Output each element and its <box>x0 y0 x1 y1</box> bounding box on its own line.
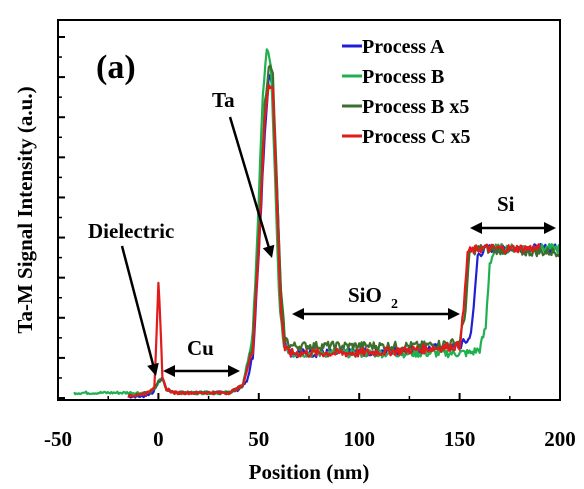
x-tick-label: 50 <box>248 427 269 451</box>
arrow-shaft <box>228 116 271 249</box>
annotation-subscript: 2 <box>391 297 398 312</box>
arrow-head <box>470 222 482 234</box>
annotation-si: Si <box>470 192 556 234</box>
series-layer <box>73 48 560 399</box>
arrow-head <box>544 222 556 234</box>
arrow-head <box>448 308 460 320</box>
annotation-text: SiO <box>348 283 382 307</box>
arrow-head <box>228 365 240 377</box>
x-tick-label: 150 <box>444 427 476 451</box>
x-axis-title: Position (nm) <box>249 460 370 484</box>
arrow-shaft <box>120 245 155 367</box>
legend-item-3: Process B x5 <box>342 96 469 118</box>
annotation-text: Cu <box>187 336 214 360</box>
annotation-dielectric: Dielectric <box>88 219 174 376</box>
x-axis: -50 0 50 100 150 200 <box>44 393 576 451</box>
arrow-head <box>147 362 159 376</box>
annotation-cu: Cu <box>163 336 240 377</box>
arrow-head <box>292 308 304 320</box>
annotation-sio2: SiO 2 <box>292 283 460 320</box>
series-line-4 <box>127 83 541 399</box>
panel-label: (a) <box>96 49 136 86</box>
annotation-ta: Ta <box>212 88 275 258</box>
legend: Process A Process B Process B x5 Process C … <box>342 36 471 148</box>
y-axis-title: Ta-M Signal Intensity (a.u.) <box>13 86 37 333</box>
y-axis <box>58 36 65 399</box>
legend-label: Process B <box>362 66 444 88</box>
annotation-text: Si <box>497 192 515 216</box>
x-tick-label: 100 <box>343 427 375 451</box>
arrow-head <box>262 244 275 258</box>
legend-item-4: Process C x5 <box>342 126 471 148</box>
legend-item-1: Process A <box>342 36 445 58</box>
annotation-text: Dielectric <box>88 219 174 243</box>
x-tick-label: -50 <box>44 427 72 451</box>
annotations: Dielectric Ta Cu SiO 2 Si <box>88 88 556 377</box>
legend-label: Process A <box>362 36 445 58</box>
legend-label: Process B x5 <box>362 96 469 118</box>
legend-item-2: Process B <box>342 66 444 88</box>
x-tick-label: 0 <box>153 427 164 451</box>
x-tick-label: 200 <box>544 427 576 451</box>
legend-label: Process C x5 <box>362 126 471 148</box>
annotation-text: Ta <box>212 88 235 112</box>
arrow-head <box>163 365 175 377</box>
